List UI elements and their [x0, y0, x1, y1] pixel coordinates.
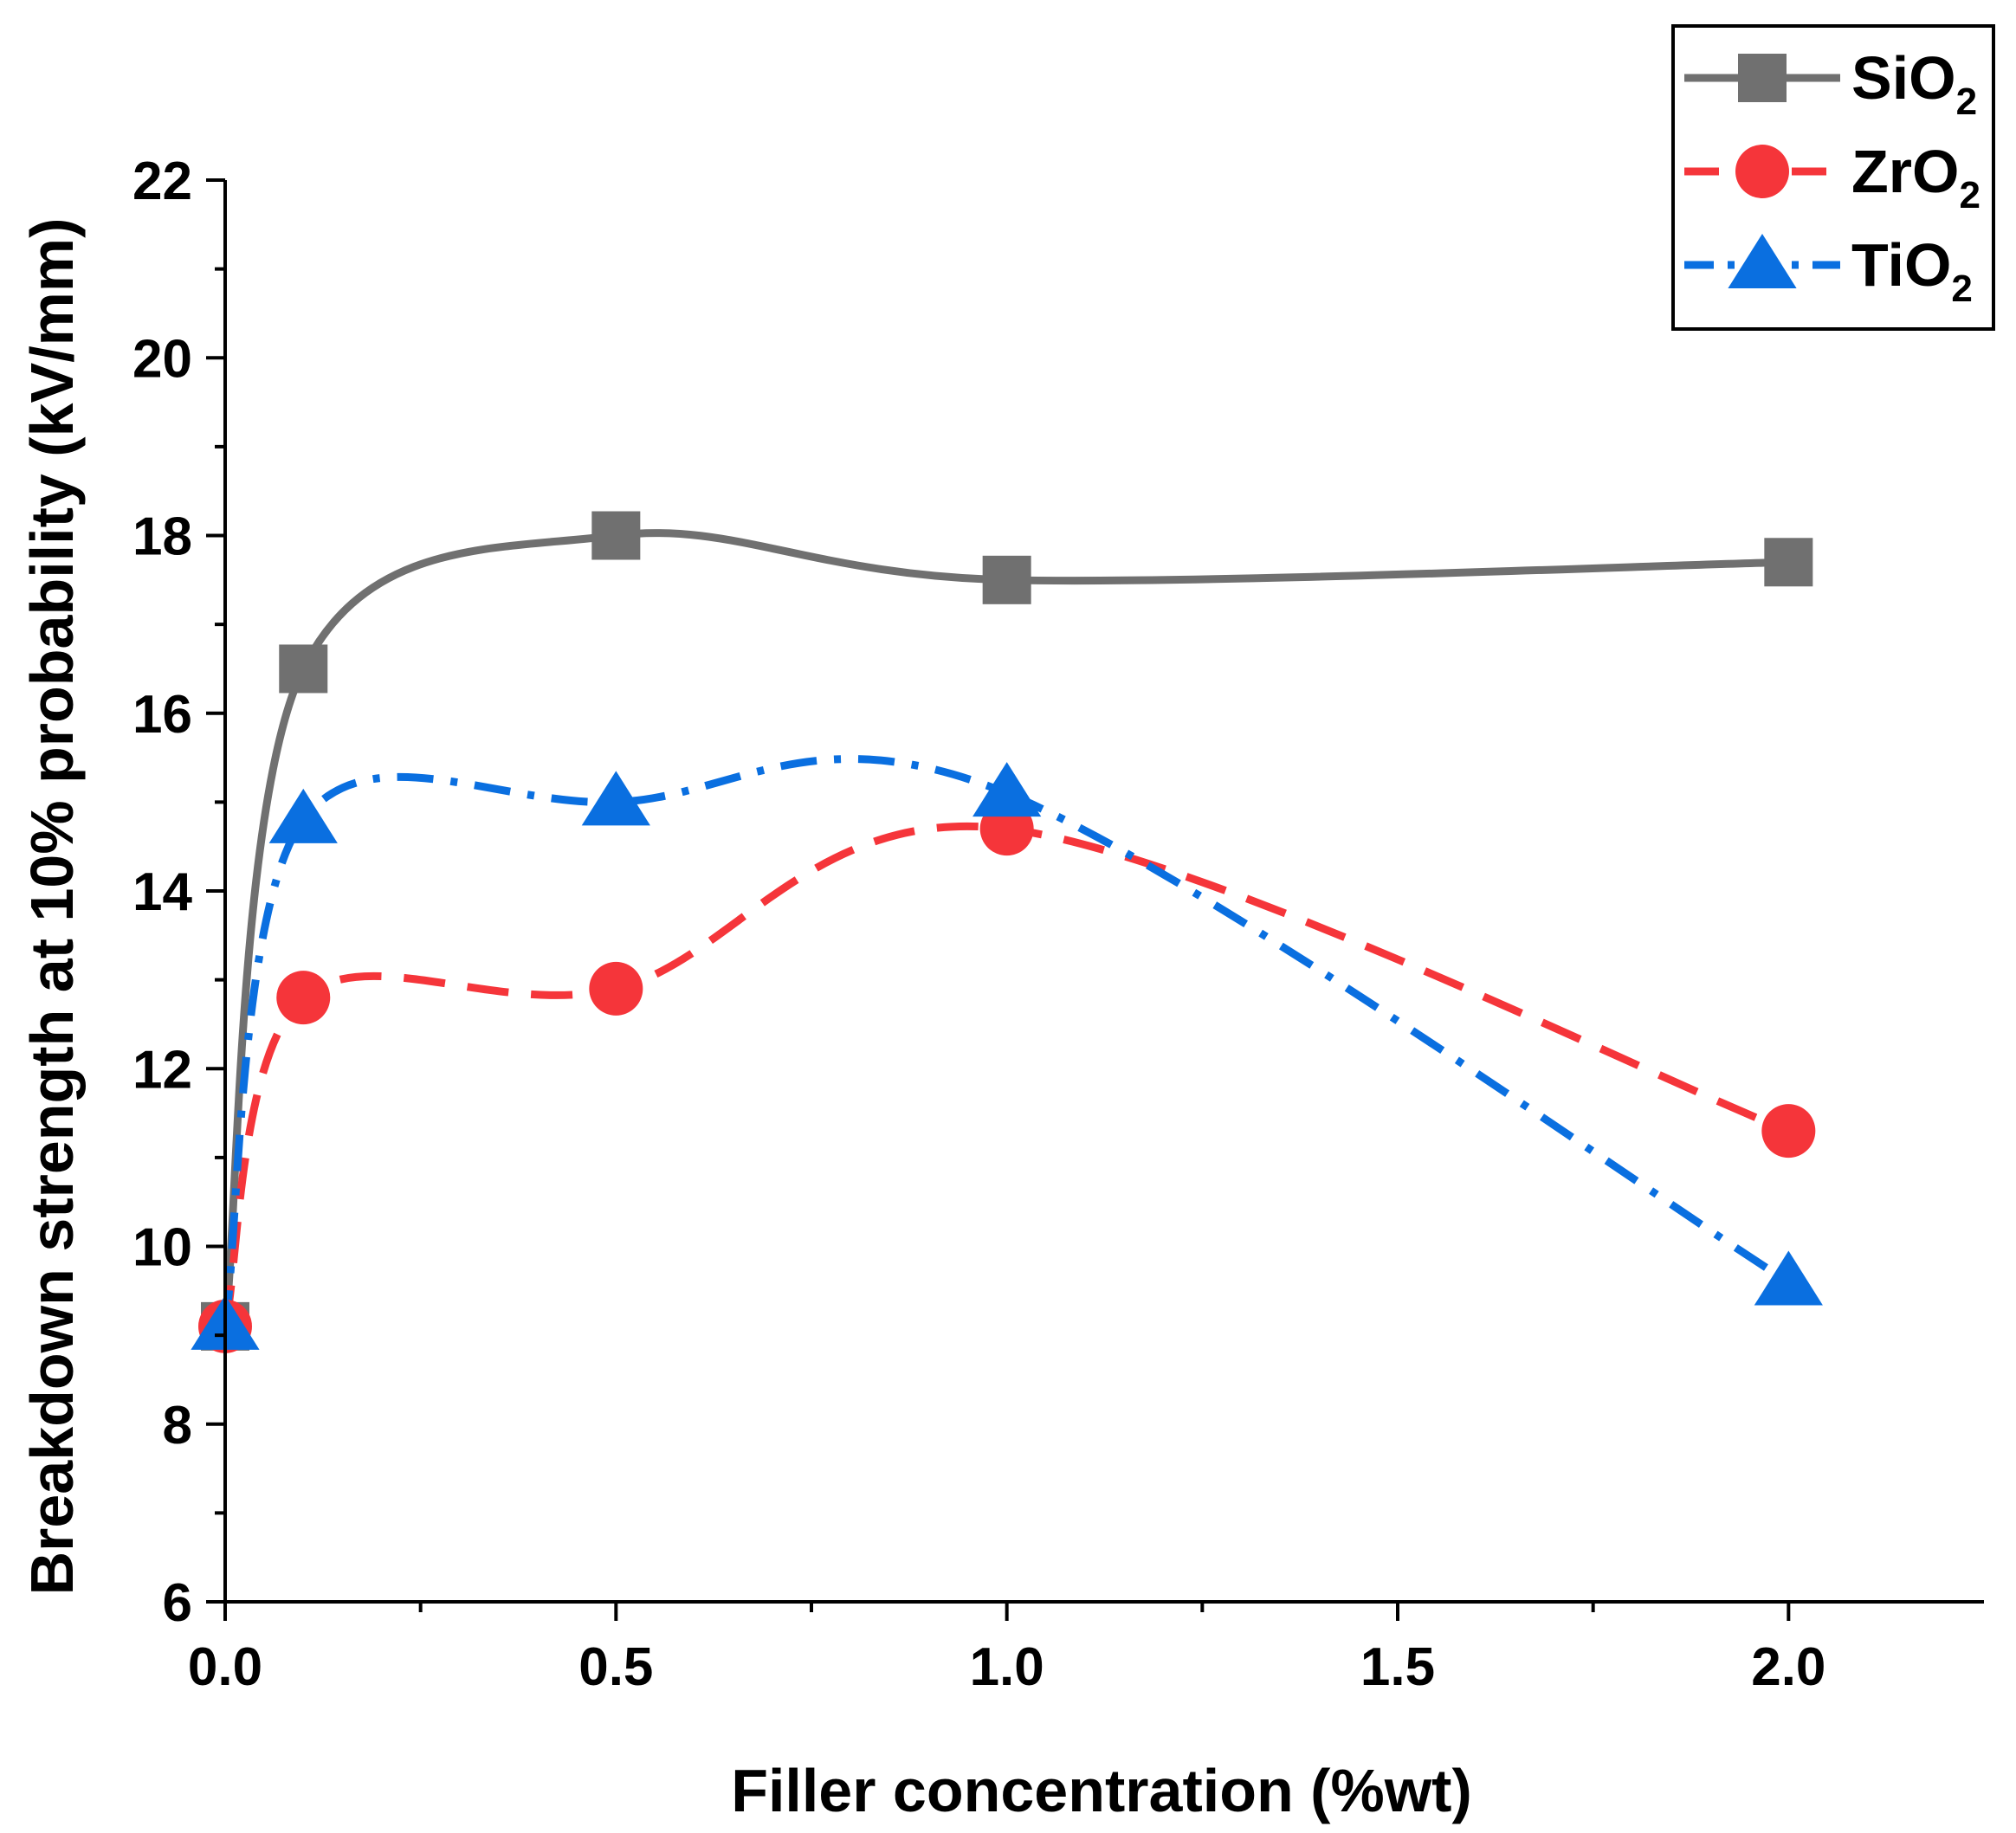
legend-marker-zro2	[1735, 145, 1789, 198]
series-line-zro2	[221, 822, 1790, 1327]
legend-marker-sio2	[1738, 54, 1787, 102]
y-tick-label: 20	[132, 329, 192, 389]
y-tick-label: 16	[132, 685, 192, 745]
data-point-zro2	[276, 971, 331, 1025]
x-tick-label: 0.5	[578, 1637, 653, 1697]
data-point-tio2	[268, 788, 338, 843]
x-tick-label: 0.0	[188, 1637, 262, 1697]
tick-labels: 0.0 0.5 1.0 1.5 2.0 6 8 10 12 14 16 18 20 22	[132, 152, 1825, 1697]
y-tick-label: 14	[132, 862, 192, 922]
series-line-tio2	[221, 755, 1791, 1327]
y-tick-label: 12	[132, 1040, 192, 1100]
series-layer	[221, 529, 1791, 1327]
y-axis-title: Breakdown strength at 10% probability (k…	[18, 218, 86, 1596]
data-point-tio2	[581, 771, 650, 826]
legend-label-zro2: ZrO2	[1851, 138, 1980, 216]
series-line-sio2	[221, 529, 1789, 1327]
data-point-zro2	[1761, 1104, 1816, 1159]
data-point-zro2	[589, 961, 643, 1016]
y-tick-label: 8	[163, 1396, 192, 1455]
y-tick-label: 18	[132, 507, 192, 567]
x-tick-label: 2.0	[1751, 1637, 1825, 1697]
legend: SiO2 ZrO2 TiO2	[1671, 24, 1995, 331]
y-tick-label: 10	[132, 1218, 192, 1278]
data-point-sio2	[591, 511, 641, 560]
data-point-sio2	[279, 644, 328, 694]
y-tick-label: 6	[163, 1573, 192, 1633]
data-point-tio2	[1754, 1250, 1823, 1306]
legend-label-sio2: SiO2	[1851, 44, 1977, 123]
legend-marker-tio2	[1728, 234, 1797, 288]
data-point-tio2	[972, 762, 1042, 817]
legend-label-tio2: TiO2	[1851, 231, 1973, 310]
x-axis-title: Filler concentration (%wt)	[731, 1757, 1472, 1824]
marker-layer	[191, 511, 1823, 1353]
x-tick-label: 1.5	[1360, 1637, 1435, 1697]
data-point-sio2	[1764, 538, 1813, 587]
x-tick-label: 1.0	[970, 1637, 1044, 1697]
data-point-sio2	[982, 555, 1031, 604]
y-tick-label: 22	[132, 152, 192, 211]
axes-layer	[206, 178, 1984, 1621]
